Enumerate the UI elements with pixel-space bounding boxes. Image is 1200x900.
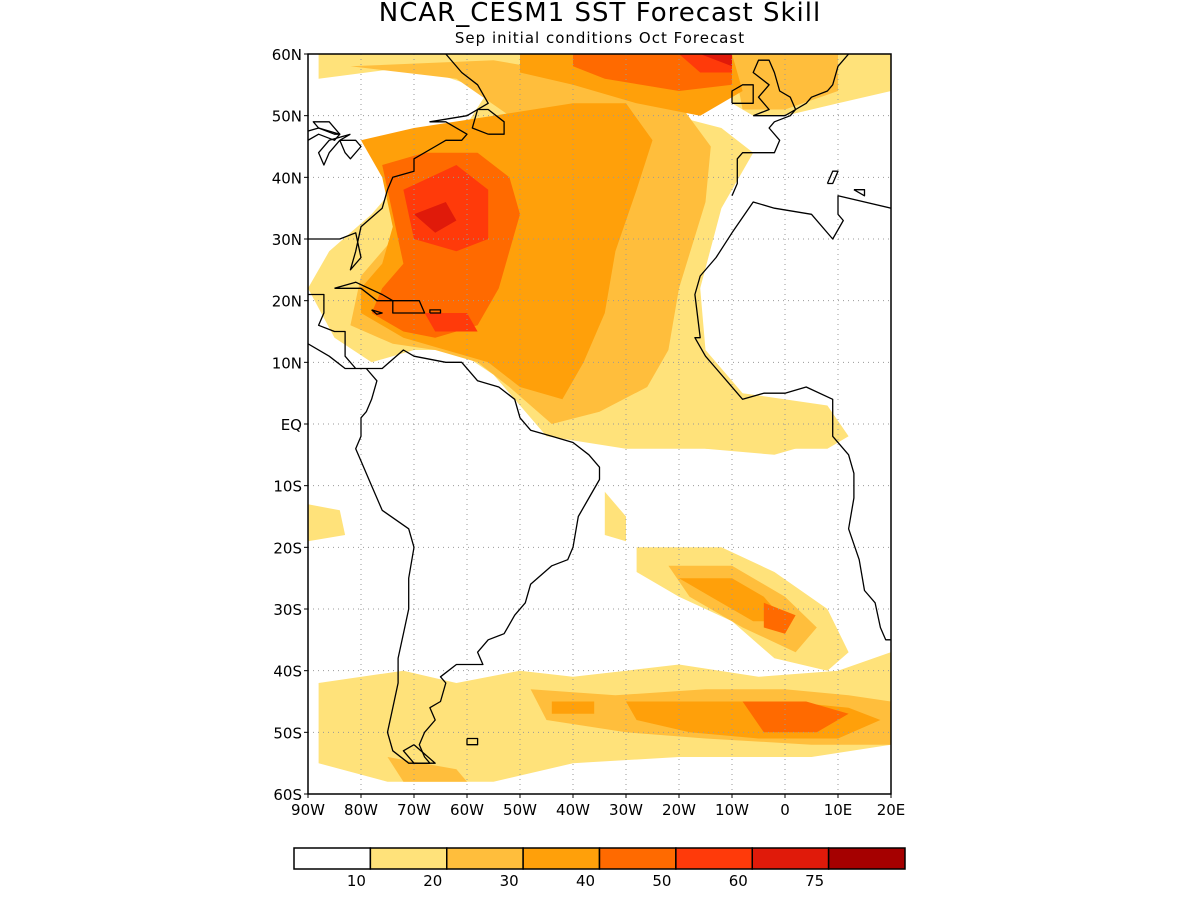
skill-region-level-2 bbox=[732, 54, 838, 110]
skill-region-level-2 bbox=[387, 757, 467, 782]
lat-tick-label: 60N bbox=[272, 46, 302, 64]
coastline bbox=[371, 309, 383, 315]
coastline bbox=[466, 737, 479, 746]
coastline bbox=[853, 189, 866, 197]
colorbar-label: 20 bbox=[423, 872, 442, 890]
lon-tick-label: 10E bbox=[824, 801, 853, 819]
skill-region-level-1 bbox=[694, 424, 817, 455]
coastline bbox=[429, 309, 442, 314]
lat-tick-label: 20S bbox=[273, 539, 302, 557]
lon-tick-label: 90W bbox=[291, 801, 325, 819]
lon-tick-label: 30W bbox=[609, 801, 643, 819]
colorbar-swatch bbox=[598, 847, 677, 870]
coastline bbox=[826, 170, 839, 185]
coastline bbox=[402, 744, 436, 764]
skill-region-level-4 bbox=[763, 602, 796, 634]
lat-tick-label: 50N bbox=[272, 108, 302, 126]
lat-tick-label: 60S bbox=[273, 786, 302, 804]
colorbar-swatch bbox=[446, 847, 524, 870]
coastline bbox=[731, 54, 850, 197]
colorbar: 10 20 30 40 50 60 75 bbox=[293, 847, 906, 890]
colorbar-label: 75 bbox=[805, 872, 824, 890]
lat-tick-label: 50S bbox=[273, 724, 302, 742]
colorbar-swatch bbox=[751, 847, 830, 870]
coastline bbox=[308, 127, 341, 141]
lat-tick-label: 20N bbox=[272, 293, 302, 311]
colorbar-swatch bbox=[369, 847, 448, 870]
lon-tick-label: 80W bbox=[344, 801, 378, 819]
lat-tick-label: 40S bbox=[273, 663, 302, 681]
coastline-layer bbox=[308, 54, 891, 764]
coastline bbox=[471, 108, 505, 135]
lat-tick-label: 40N bbox=[272, 169, 302, 187]
skill-region-level-1 bbox=[604, 491, 626, 542]
coastline bbox=[308, 293, 601, 764]
map-subtitle: Sep initial conditions Oct Forecast bbox=[454, 29, 746, 47]
coastline bbox=[731, 84, 754, 104]
lon-tick-label: 60W bbox=[450, 801, 484, 819]
coastline bbox=[317, 133, 351, 166]
coastline bbox=[694, 195, 891, 641]
lat-tick-label: 10S bbox=[273, 478, 302, 496]
skill-region-level-5 bbox=[424, 313, 478, 332]
skill-region-level-3 bbox=[551, 701, 595, 714]
colorbar-swatch bbox=[293, 847, 372, 870]
lat-tick-label: 10N bbox=[272, 354, 302, 372]
colorbar-label: 40 bbox=[576, 872, 595, 890]
skill-region-level-1 bbox=[308, 504, 346, 542]
longitude-tick-labels: 90W 80W 70W 60W 50W 40W 30W 20W 10W 0 10E 20E bbox=[291, 794, 905, 819]
graticule-grid bbox=[308, 54, 891, 794]
coastline bbox=[312, 121, 341, 135]
lat-tick-label: EQ bbox=[281, 416, 302, 434]
map-title: NCAR_CESM1 SST Forecast Skill bbox=[378, 0, 822, 28]
colorbar-label: 50 bbox=[652, 872, 671, 890]
colorbar-swatch bbox=[827, 847, 906, 870]
lon-tick-label: 50W bbox=[503, 801, 537, 819]
lon-tick-label: 70W bbox=[397, 801, 431, 819]
latitude-tick-labels: 60N 50N 40N 30N 20N 10N EQ 10S 20S 30S 40S 50S 60S bbox=[272, 46, 308, 804]
lon-tick-label: 0 bbox=[780, 801, 790, 819]
lon-tick-label: 10W bbox=[715, 801, 749, 819]
lon-tick-label: 40W bbox=[556, 801, 590, 819]
lat-tick-label: 30S bbox=[273, 601, 302, 619]
coastline bbox=[752, 59, 797, 117]
lon-tick-label: 20W bbox=[662, 801, 696, 819]
colorbar-label: 10 bbox=[347, 872, 366, 890]
skill-region-level-6 bbox=[700, 54, 732, 67]
coastline bbox=[339, 139, 362, 160]
lat-tick-label: 30N bbox=[272, 231, 302, 249]
colorbar-swatch bbox=[675, 847, 753, 870]
colorbar-swatch bbox=[522, 847, 601, 870]
colorbar-label: 30 bbox=[500, 872, 519, 890]
colorbar-label: 60 bbox=[729, 872, 748, 890]
skill-region-level-6 bbox=[414, 202, 457, 233]
skill-region-level-4 bbox=[742, 701, 849, 733]
coastline bbox=[308, 54, 489, 271]
coastline bbox=[392, 300, 426, 314]
lon-tick-label: 20E bbox=[877, 801, 906, 819]
